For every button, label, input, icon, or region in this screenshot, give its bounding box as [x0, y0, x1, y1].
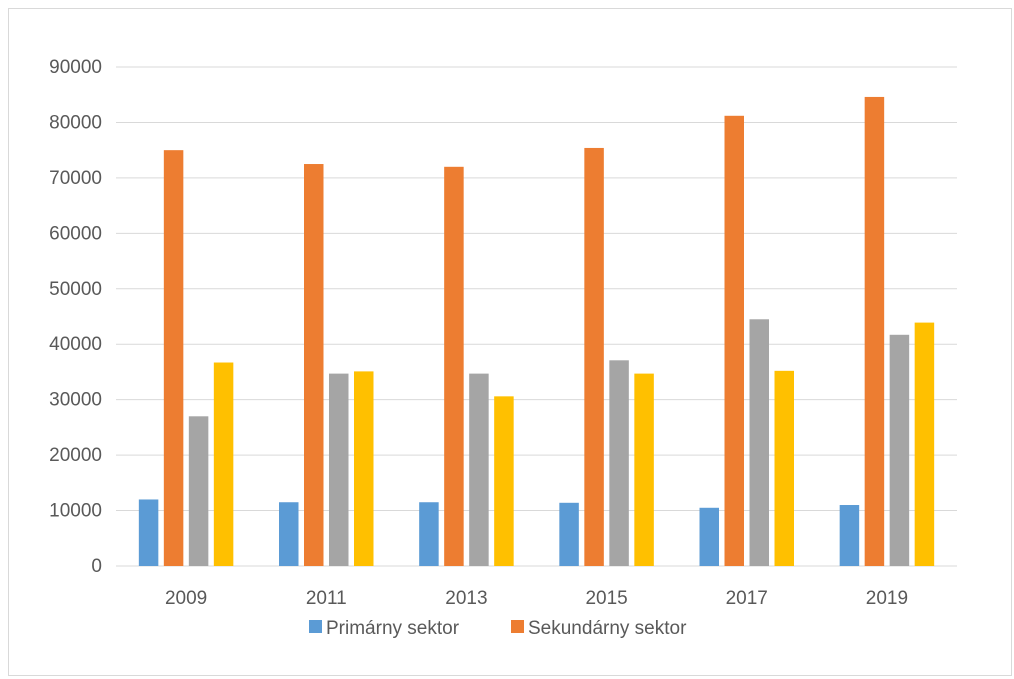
- y-tick-label: 30000: [49, 390, 102, 411]
- bar: [469, 373, 489, 566]
- y-tick-label: 0: [91, 556, 102, 577]
- y-tick-label: 80000: [49, 112, 102, 133]
- y-tick-label: 90000: [49, 57, 102, 78]
- y-tick-label: 40000: [49, 334, 102, 355]
- bar: [914, 322, 935, 566]
- y-tick-label: 10000: [49, 501, 102, 522]
- bar: [609, 360, 629, 566]
- y-tick-label: 60000: [49, 223, 102, 244]
- y-tick-label: 20000: [49, 445, 102, 466]
- x-tick-label: 2011: [306, 588, 347, 609]
- bar: [329, 373, 349, 566]
- bar: [774, 370, 794, 566]
- legend-swatch: [309, 620, 322, 633]
- x-tick-label: 2009: [165, 588, 207, 609]
- bar: [889, 334, 910, 566]
- bar: [749, 319, 769, 566]
- bar: [724, 115, 744, 567]
- legend-label: Primárny sektor: [326, 618, 460, 639]
- legend-label: Sekundárny sektor: [528, 618, 687, 639]
- bar: [213, 362, 234, 566]
- bar: [444, 166, 464, 567]
- bar: [864, 96, 885, 566]
- bar: [494, 396, 514, 566]
- bar: [559, 502, 579, 566]
- bar: [699, 507, 719, 566]
- x-tick-label: 2013: [445, 588, 487, 609]
- bar: [304, 164, 324, 566]
- bar: [163, 150, 184, 566]
- bar: [634, 373, 654, 566]
- bar: [188, 416, 209, 566]
- y-tick-label: 50000: [49, 279, 102, 300]
- y-tick-label: 70000: [49, 168, 102, 189]
- bar: [279, 502, 299, 566]
- bar: [419, 502, 439, 566]
- bar: [354, 371, 374, 566]
- x-tick-label: 2017: [726, 588, 768, 609]
- bar: [138, 499, 159, 566]
- x-tick-label: 2019: [866, 588, 908, 609]
- x-tick-label: 2015: [585, 588, 627, 609]
- chart-area: 0 10000 20000 30000 40000 50000 60000 70000 8000…: [8, 8, 1012, 676]
- bar: [584, 147, 604, 566]
- bar-chart: 0 10000 20000 30000 40000 50000 60000 70000 8000…: [49, 57, 957, 639]
- legend-swatch: [511, 620, 524, 633]
- bar: [839, 505, 860, 566]
